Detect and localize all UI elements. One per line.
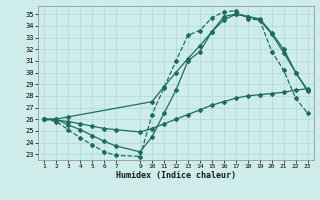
X-axis label: Humidex (Indice chaleur): Humidex (Indice chaleur): [116, 171, 236, 180]
